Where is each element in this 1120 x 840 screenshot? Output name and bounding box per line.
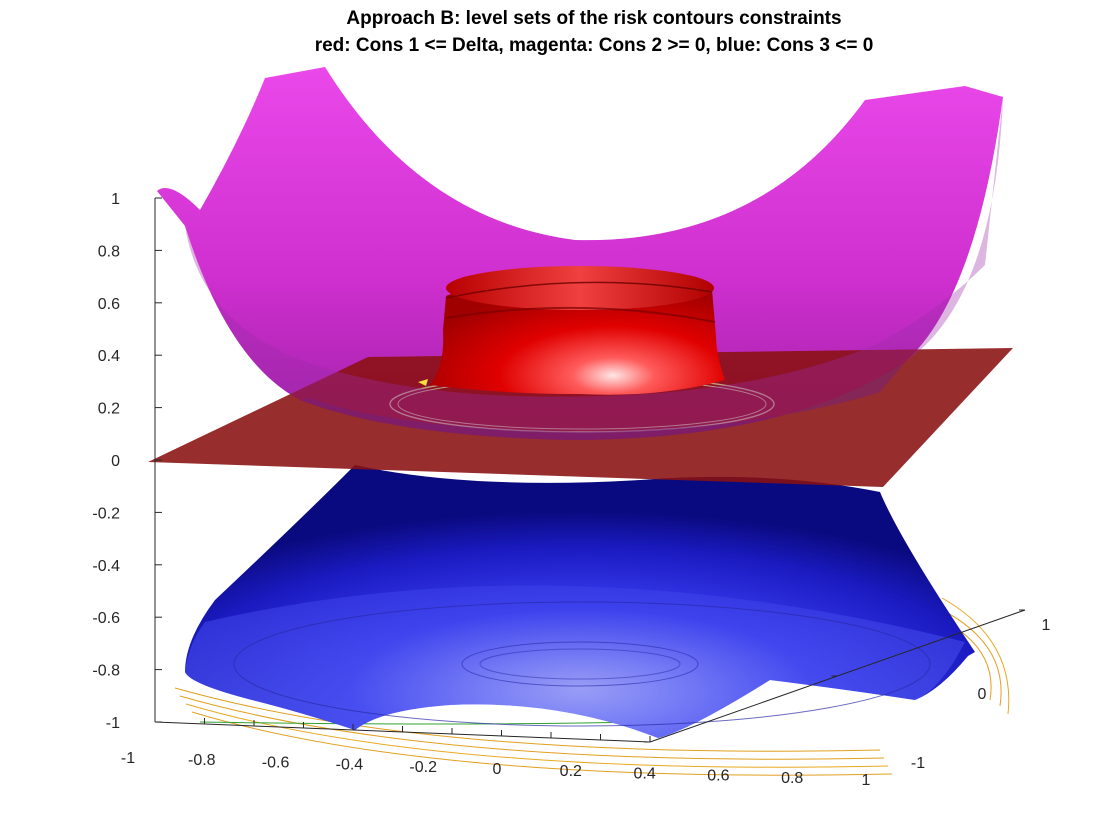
magenta-surface: [157, 67, 1003, 440]
x-tick-label: 0.4: [633, 765, 655, 782]
z-tick-label: 0.2: [98, 401, 120, 418]
chart-subtitle: red: Cons 1 <= Delta, magenta: Cons 2 >=…: [314, 35, 874, 56]
x-tick-label: -1: [121, 750, 135, 767]
y-tick-label: 1: [1042, 617, 1051, 634]
red-surface: [430, 266, 725, 395]
z-tick-label: 0: [111, 453, 120, 470]
z-tick-label: -1: [106, 715, 120, 732]
x-tick-label: 0: [493, 761, 502, 778]
y-tick-label: 0: [978, 686, 987, 703]
x-tick-label: -0.2: [409, 759, 437, 776]
z-tick-label: -0.6: [92, 610, 120, 627]
z-tick-label: 0.6: [98, 296, 120, 313]
x-axis-ticks: -1 -0.8 -0.6 -0.4 -0.2 0 0.2 0.4 0.6 0.8 1: [121, 716, 871, 789]
x-tick-label: -0.8: [188, 752, 216, 769]
z-tick-label: -0.8: [92, 663, 120, 680]
z-tick-label: 0.4: [98, 348, 120, 365]
x-tick-label: 0.2: [560, 763, 582, 780]
z-tick-label: -0.2: [92, 505, 120, 522]
x-tick-label: 1: [862, 772, 871, 789]
blue-surface: [185, 465, 975, 738]
floor-contours: [174, 597, 1010, 776]
x-tick-label: -0.4: [336, 757, 364, 774]
z-axis-ticks: -1 -0.8 -0.6 -0.4 -0.2 0 0.2 0.4 0.6 0.8 1: [92, 191, 162, 732]
y-axis-ticks: -1 0 1: [644, 609, 1051, 772]
x-tick-label: -0.6: [262, 754, 290, 771]
z-tick-label: -0.4: [92, 558, 120, 575]
magenta-front-lip: [185, 97, 1003, 440]
z-tick-label: 0.8: [98, 243, 120, 260]
y-tick-label: -1: [911, 755, 925, 772]
chart-title: Approach B: level sets of the risk conto…: [346, 8, 842, 29]
x-tick-label: 0.6: [707, 768, 729, 785]
z-tick-label: 1: [111, 191, 120, 208]
x-tick-label: 0.8: [781, 770, 803, 787]
